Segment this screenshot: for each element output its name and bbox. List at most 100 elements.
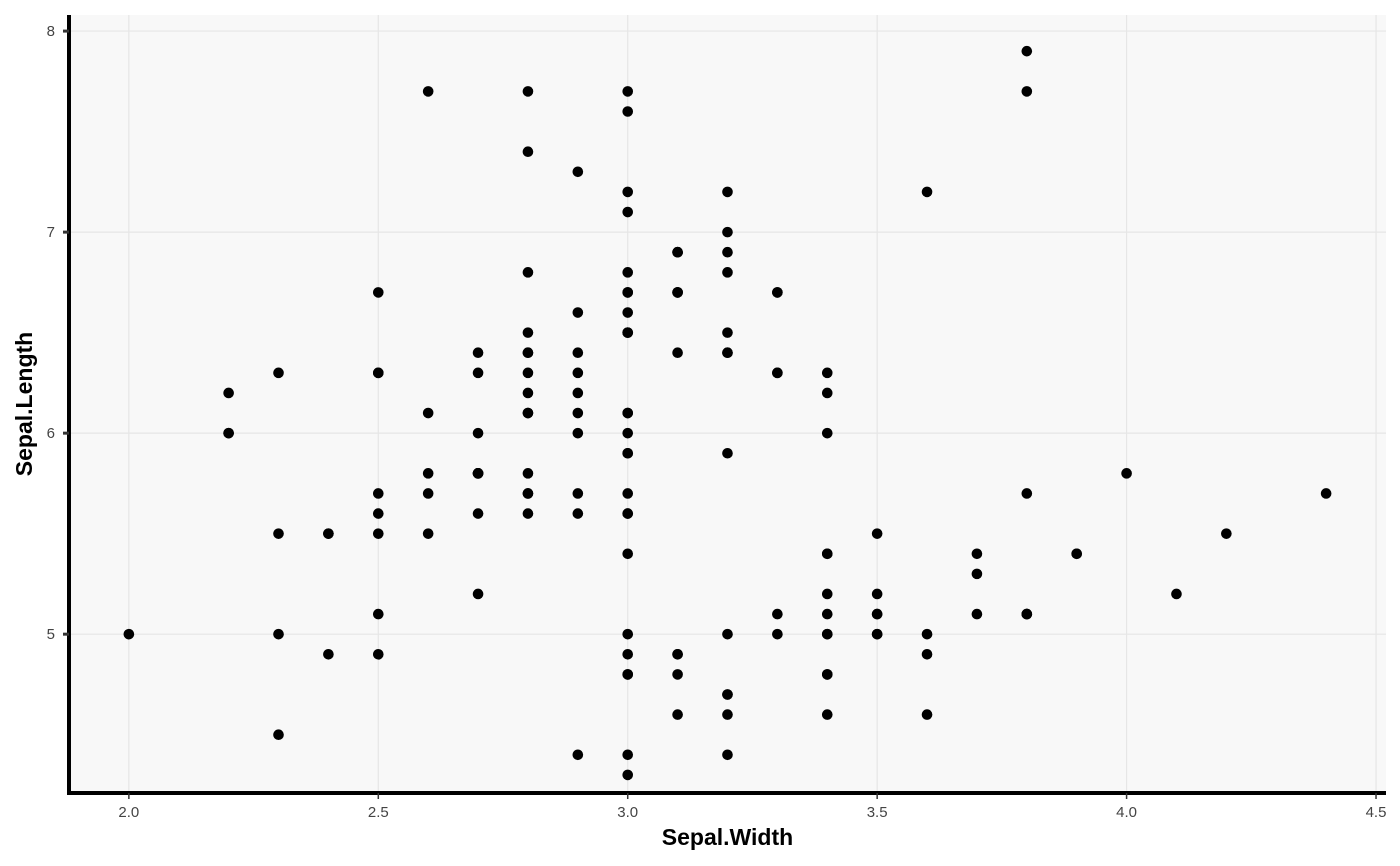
data-point	[871, 608, 883, 620]
data-point	[522, 327, 534, 338]
axes: 2.0 2.5 3.0 3.5 4.0 4.5 5 6 7 8	[47, 15, 1387, 821]
data-point	[921, 186, 933, 198]
data-point	[921, 709, 933, 720]
data-point	[622, 427, 634, 439]
x-tick-label: 4.0	[1116, 804, 1137, 821]
data-point	[722, 267, 733, 278]
y-axis-title: Sepal.Length	[11, 332, 37, 476]
data-point	[522, 488, 534, 499]
data-point	[722, 327, 733, 338]
data-point	[572, 367, 584, 379]
data-point	[722, 628, 733, 640]
data-point	[1171, 588, 1182, 600]
data-point	[273, 628, 284, 640]
data-point	[1121, 468, 1132, 479]
x-tick-label: 2.5	[368, 804, 389, 821]
data-point	[821, 669, 833, 680]
data-point	[672, 347, 683, 359]
data-point	[722, 246, 733, 258]
data-point	[522, 468, 534, 479]
data-point	[1021, 608, 1033, 620]
data-point	[821, 548, 833, 560]
data-point	[622, 186, 634, 198]
data-point	[572, 488, 584, 499]
data-point	[572, 427, 584, 439]
data-point	[323, 648, 334, 660]
data-point	[921, 628, 933, 640]
data-point	[472, 468, 484, 479]
data-point	[622, 307, 634, 318]
data-point	[372, 528, 384, 539]
data-point	[971, 548, 983, 560]
data-point	[821, 427, 833, 439]
data-point	[372, 367, 384, 379]
data-point	[522, 267, 534, 278]
data-point	[871, 528, 883, 539]
data-point	[572, 166, 584, 178]
data-point	[622, 106, 634, 117]
data-point	[772, 287, 783, 298]
data-point	[1320, 488, 1332, 499]
data-point	[522, 407, 534, 419]
y-tick-label: 7	[47, 224, 55, 241]
data-point	[572, 749, 584, 761]
x-tick-label: 3.5	[867, 804, 888, 821]
data-point	[372, 608, 384, 620]
data-point	[622, 86, 634, 97]
data-point	[422, 528, 434, 539]
data-point	[722, 226, 733, 238]
data-point	[472, 508, 484, 519]
data-point	[672, 246, 683, 258]
data-point	[572, 407, 584, 419]
data-point	[372, 508, 384, 519]
data-point	[622, 769, 634, 781]
data-point	[772, 608, 783, 620]
data-point	[722, 749, 733, 761]
data-point	[772, 367, 783, 379]
data-point	[722, 347, 733, 359]
data-point	[273, 367, 284, 379]
data-point	[622, 267, 634, 278]
data-point	[372, 488, 384, 499]
data-point	[472, 588, 484, 600]
data-point	[722, 447, 733, 459]
data-point	[821, 608, 833, 620]
data-point	[472, 427, 484, 439]
data-point	[372, 287, 384, 298]
data-point	[572, 347, 584, 359]
y-tick-label: 6	[47, 425, 55, 442]
data-points	[123, 45, 1332, 781]
data-point	[223, 387, 234, 399]
y-tick-label: 8	[47, 23, 55, 40]
data-point	[572, 508, 584, 519]
x-tick-label: 3.0	[617, 804, 638, 821]
data-point	[522, 146, 534, 158]
data-point	[772, 628, 783, 640]
x-axis-title: Sepal.Width	[662, 824, 793, 850]
data-point	[273, 528, 284, 539]
data-point	[472, 347, 484, 359]
data-point	[372, 648, 384, 660]
data-point	[821, 628, 833, 640]
data-point	[572, 307, 584, 318]
data-point	[1021, 45, 1033, 57]
data-point	[1221, 528, 1232, 539]
data-point	[472, 367, 484, 379]
data-point	[622, 548, 634, 560]
data-point	[622, 669, 634, 680]
data-point	[522, 367, 534, 379]
plot-panel	[69, 15, 1386, 793]
data-point	[422, 407, 434, 419]
data-point	[622, 407, 634, 419]
data-point	[821, 367, 833, 379]
data-point	[871, 628, 883, 640]
x-tick-label: 2.0	[118, 804, 139, 821]
data-point	[921, 648, 933, 660]
data-point	[672, 709, 683, 720]
data-point	[273, 729, 284, 741]
data-point	[1021, 86, 1033, 97]
x-tick-label: 4.5	[1366, 804, 1387, 821]
data-point	[622, 447, 634, 459]
data-point	[722, 689, 733, 700]
data-point	[622, 648, 634, 660]
